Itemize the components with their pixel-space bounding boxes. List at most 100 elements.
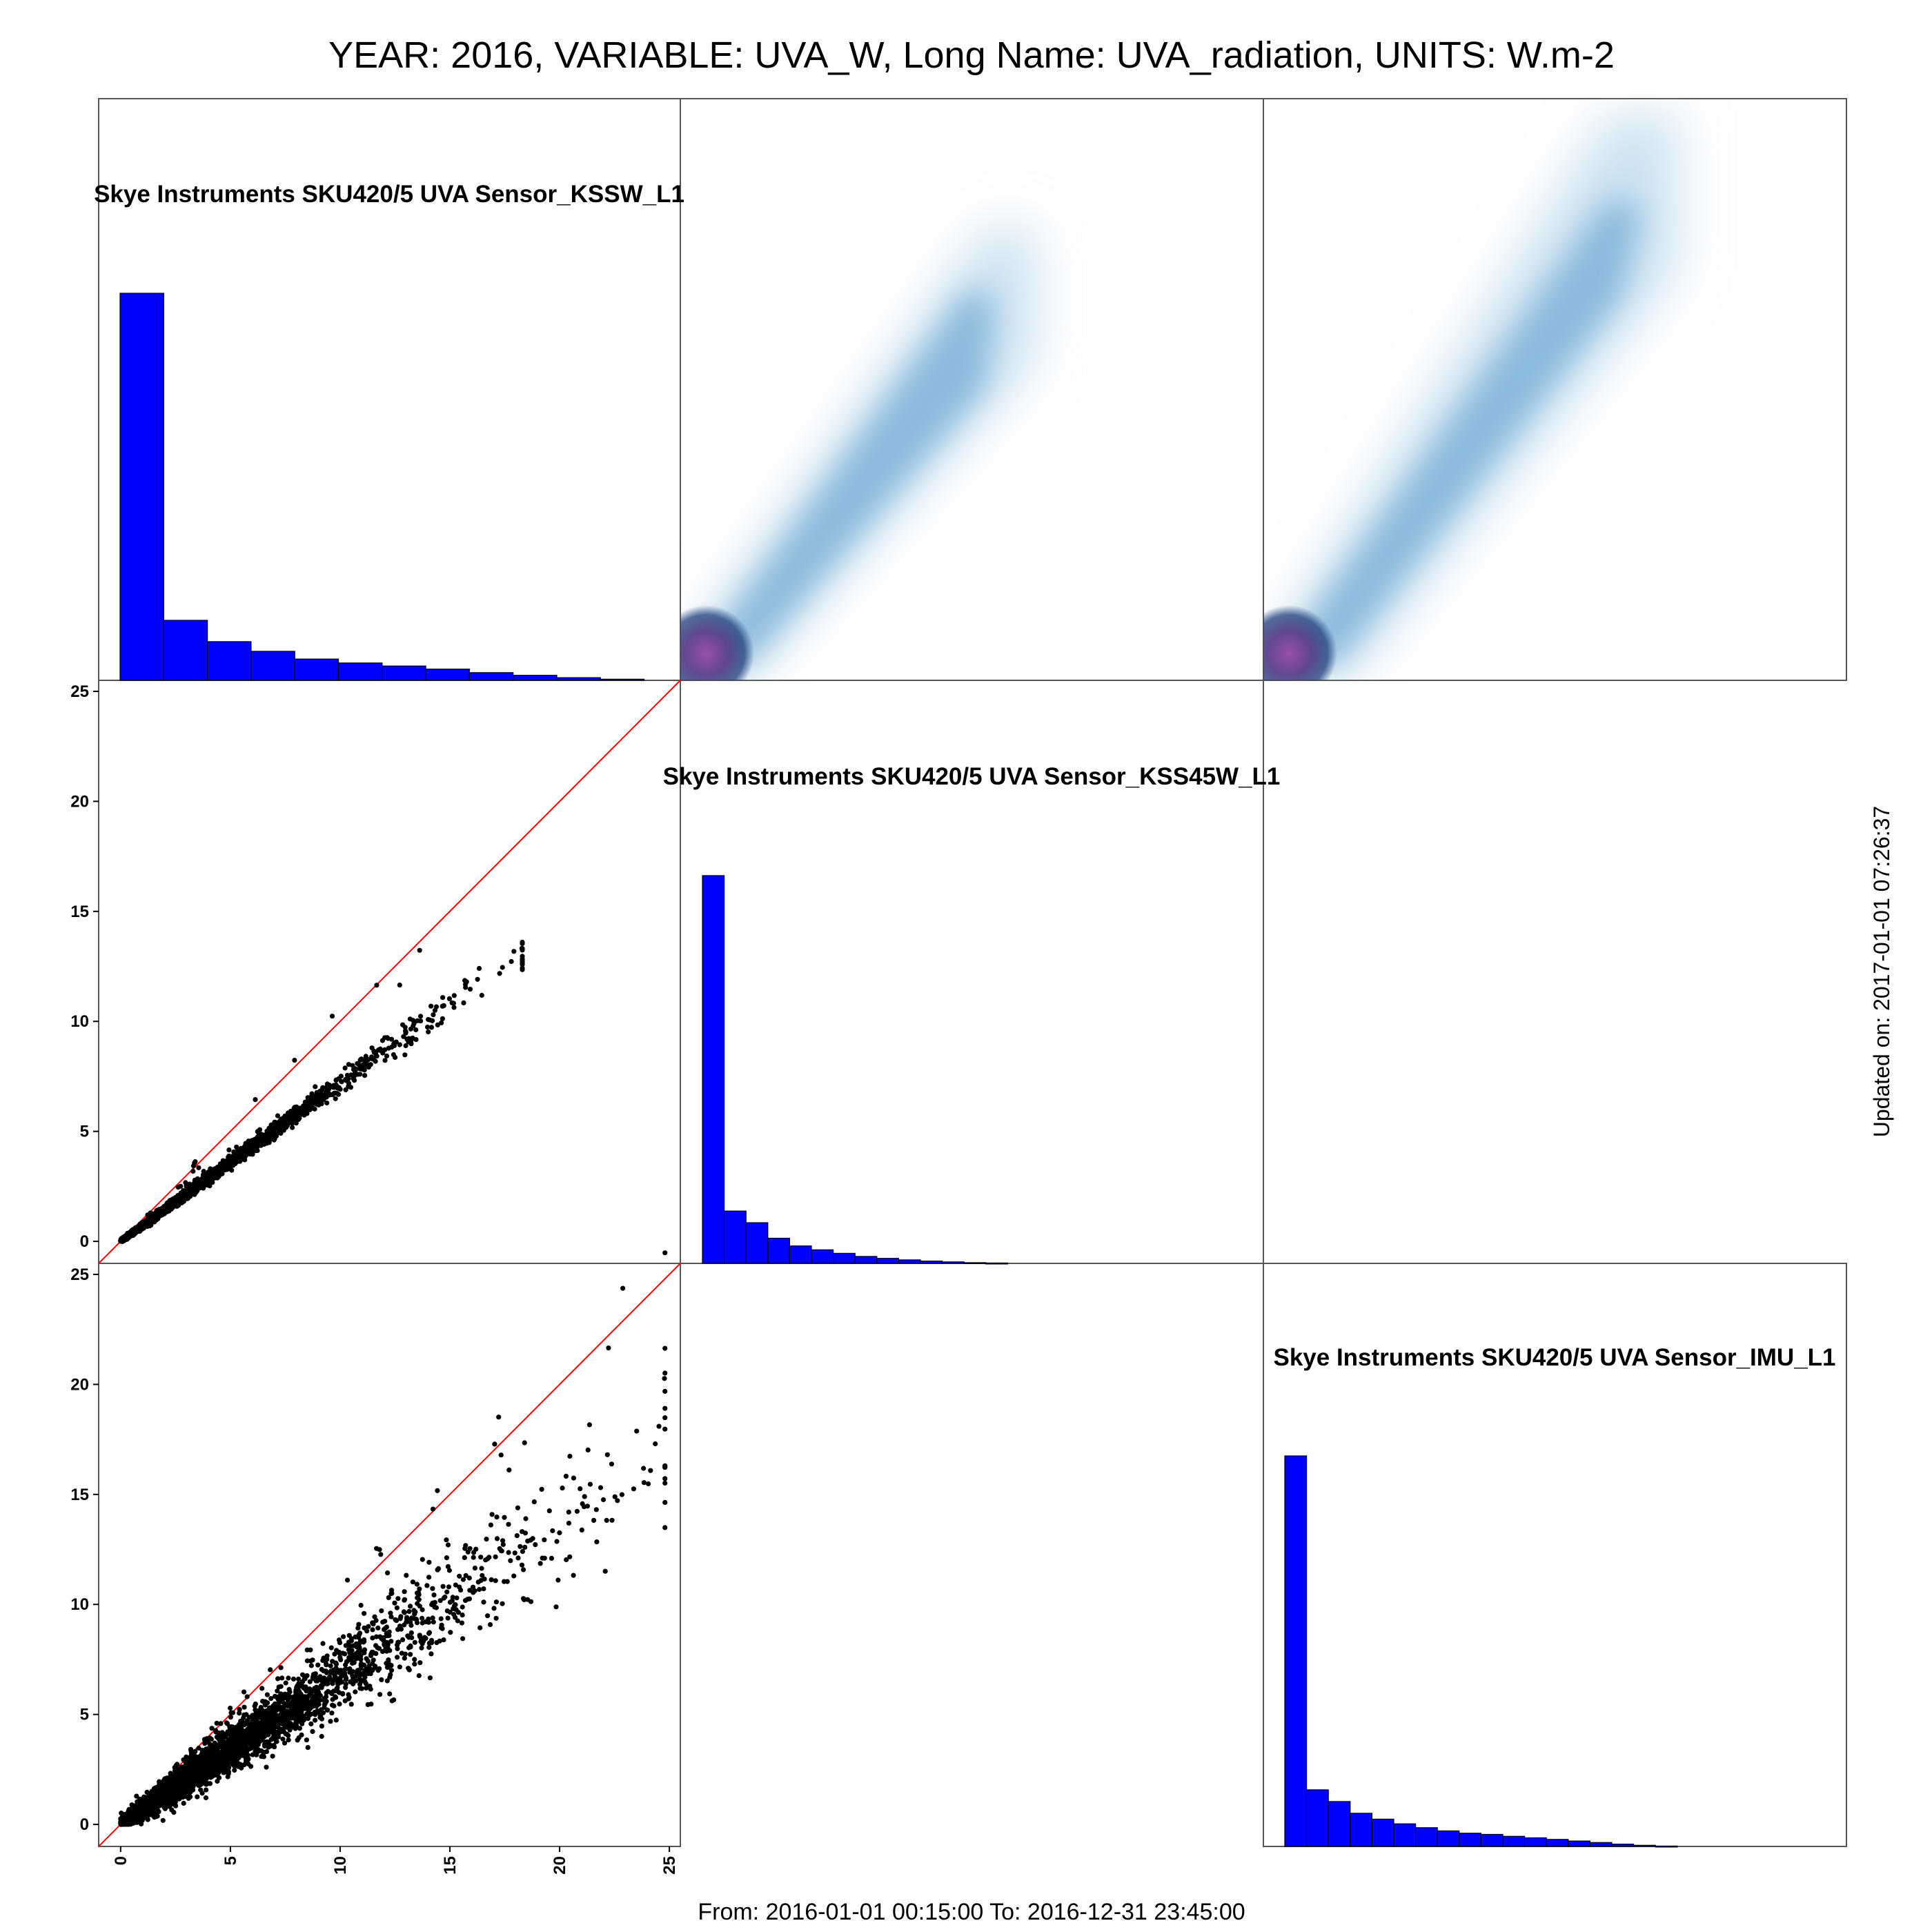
scatter-point [283,1123,288,1128]
scatter-point [336,1076,342,1081]
scatter-point [462,978,468,983]
scatter-point [296,1676,302,1682]
scatter-point [331,1083,336,1089]
histogram-bar [119,293,164,681]
histogram-kss45w [702,875,1009,1265]
scatter-point [408,1652,413,1657]
scatter-point [379,1038,386,1043]
scatter-point [273,1120,279,1125]
histogram-bar [1459,1833,1482,1847]
scatter-point [337,1087,343,1092]
scatter-point [202,1741,208,1746]
scatter-point [379,1677,384,1682]
scatter-point [293,1109,299,1114]
scatter-point [515,1555,521,1561]
scatter-point [386,1045,391,1051]
scatter-point [634,1428,640,1434]
scatter-point [428,1003,434,1009]
scatter-point [445,1564,451,1569]
scatter-point [315,1092,321,1097]
scatter-point [428,1651,434,1657]
histogram-bar [1524,1837,1547,1847]
scatter-point [555,1577,561,1583]
histogram-bar [702,875,725,1264]
histogram-bar [513,675,558,681]
scatter-point [196,1165,201,1170]
scatter-point [520,962,525,967]
scatter-point [413,1037,419,1043]
scatter-point [462,1555,467,1560]
scatter-point [520,1548,526,1555]
scatter-point [130,1231,136,1236]
scatter-point [475,976,480,982]
reference-line [98,680,681,1264]
scatter-point [265,1129,270,1134]
scatter-point [342,1065,348,1071]
scatter-point [428,1025,435,1030]
scatter-point [258,1143,264,1148]
panel-frame-r1c3 [1263,98,1847,681]
scatter-point [352,1066,357,1072]
scatter-point [554,1539,560,1544]
scatter-point [515,1505,521,1510]
scatter-point [402,1052,408,1058]
scatter-point [520,939,525,945]
scatter-point [460,1604,465,1610]
chart-title: YEAR: 2016, VARIABLE: UVA_W, Long Name: … [328,34,1615,76]
scatter-point [228,1715,233,1720]
scatter-point [375,1625,381,1630]
scatter-point [353,1689,358,1695]
scatter-point [288,1116,295,1122]
scatter-point [371,1056,376,1062]
scatter-point [226,1147,232,1153]
histogram-bar [1415,1827,1438,1847]
scatter-point [181,1800,186,1806]
scatter-point [462,1598,469,1604]
scatter-point [433,1004,440,1009]
scatter-point [438,1616,444,1621]
histogram-bar [745,1222,769,1264]
scatter-point [446,996,453,1001]
scatter-point [403,1043,408,1049]
scatter-point [364,1058,369,1063]
scatter-point [320,1641,326,1646]
scatter-point [411,1021,417,1026]
scatter-point [397,983,402,988]
scatter-point [491,1606,497,1611]
scatter-point [190,1168,196,1174]
scatter-point [494,1515,500,1520]
scatter-point [408,1041,414,1047]
scatter-point [439,1020,444,1025]
histogram-bar [1480,1833,1504,1847]
scatter-point [444,1537,449,1543]
scatter-point [494,1536,500,1541]
scatter-point [315,1662,321,1668]
scatter-point [344,1577,351,1583]
scatter-point [119,1238,124,1243]
scatter-point [337,1702,342,1707]
scatter-point [440,1016,446,1021]
scatter-point [631,1486,637,1492]
scatter-point [362,1073,368,1078]
scatter-point [368,1686,373,1692]
scatter-point [248,1147,254,1153]
scatter-point [253,1097,258,1103]
scatter-point [228,1155,233,1161]
scatter-point [509,958,514,965]
histogram-bar [1633,1844,1656,1847]
scatter-point [662,1388,668,1394]
scatter-point [355,1072,361,1077]
scatter-point [546,1508,552,1514]
scatter-point [600,1497,607,1503]
histogram-bar [1655,1845,1678,1848]
scatter-point [493,1578,498,1584]
scatter-point [662,1525,668,1530]
scatter-point [412,1662,417,1667]
scatter-point [179,1199,184,1204]
histogram-bar [1371,1818,1394,1847]
scatter-point [586,1422,593,1428]
scatter-point [662,1499,668,1505]
scatter-point [540,1555,545,1561]
scatter-point [520,946,525,952]
scatter-point [429,1018,435,1023]
